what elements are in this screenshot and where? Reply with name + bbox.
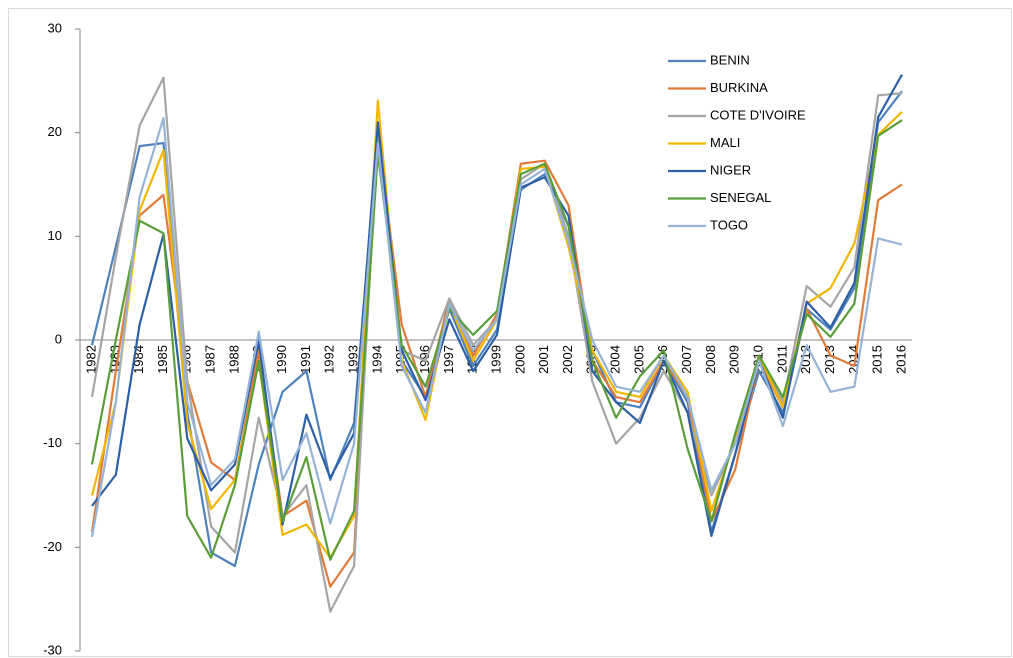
series-line bbox=[90, 117, 903, 538]
legend-label: SENEGAL bbox=[710, 190, 771, 205]
y-tick-label: -20 bbox=[43, 539, 62, 554]
x-tick-label: 2016 bbox=[893, 345, 908, 374]
x-tick-label: 1992 bbox=[322, 345, 337, 374]
x-tick-label: 2005 bbox=[631, 345, 646, 374]
x-tick-label: 2007 bbox=[679, 345, 694, 374]
x-tick-label: 1985 bbox=[155, 345, 170, 374]
x-tick-label: 2011 bbox=[774, 345, 789, 373]
x-tick-label: 1994 bbox=[369, 345, 384, 374]
legend-label: MALI bbox=[710, 135, 740, 150]
legend-label: BURKINA bbox=[710, 80, 768, 95]
y-tick-label: 10 bbox=[48, 228, 62, 243]
legend-label: BENIN bbox=[710, 52, 750, 67]
x-tick-label: 1999 bbox=[488, 345, 503, 374]
legend-label: TOGO bbox=[710, 217, 748, 232]
x-tick-label: 2008 bbox=[703, 345, 718, 374]
y-tick-label: 30 bbox=[48, 20, 62, 35]
x-tick-label: 2013 bbox=[822, 345, 837, 374]
x-tick-label: 2004 bbox=[608, 345, 623, 374]
x-tick-label: 2015 bbox=[870, 345, 885, 374]
y-tick-label: -30 bbox=[43, 642, 62, 657]
legend-label: COTE D'IVOIRE bbox=[710, 107, 806, 122]
x-tick-label: 1982 bbox=[83, 345, 98, 374]
y-tick-label: 20 bbox=[48, 124, 62, 139]
series-line bbox=[90, 119, 903, 561]
x-tick-label: 1991 bbox=[298, 345, 313, 374]
x-tick-label: 1997 bbox=[441, 345, 456, 374]
y-tick-label: -10 bbox=[43, 435, 62, 450]
legend-label: NIGER bbox=[710, 162, 751, 177]
x-tick-label: 1993 bbox=[345, 345, 360, 374]
x-tick-label: 1988 bbox=[226, 345, 241, 374]
x-tick-label: 2001 bbox=[536, 345, 551, 374]
x-tick-label: 1990 bbox=[274, 345, 289, 374]
y-tick-label: 0 bbox=[55, 331, 62, 346]
x-tick-label: 1987 bbox=[203, 345, 218, 374]
x-tick-label: 2000 bbox=[512, 345, 527, 374]
chart-border bbox=[8, 8, 1012, 657]
x-tick-label: 2009 bbox=[727, 345, 742, 374]
x-tick-label: 2002 bbox=[560, 345, 575, 374]
